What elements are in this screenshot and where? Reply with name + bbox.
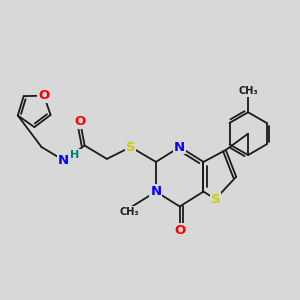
Text: N: N	[58, 154, 69, 167]
Text: S: S	[126, 140, 136, 154]
Text: CH₃: CH₃	[119, 207, 139, 217]
Text: S: S	[211, 193, 220, 206]
Text: H: H	[70, 150, 80, 160]
Text: N: N	[174, 140, 185, 154]
Text: N: N	[150, 185, 161, 198]
Text: O: O	[38, 89, 50, 102]
Text: CH₃: CH₃	[238, 86, 258, 96]
Text: O: O	[74, 115, 86, 128]
Text: O: O	[174, 224, 185, 237]
